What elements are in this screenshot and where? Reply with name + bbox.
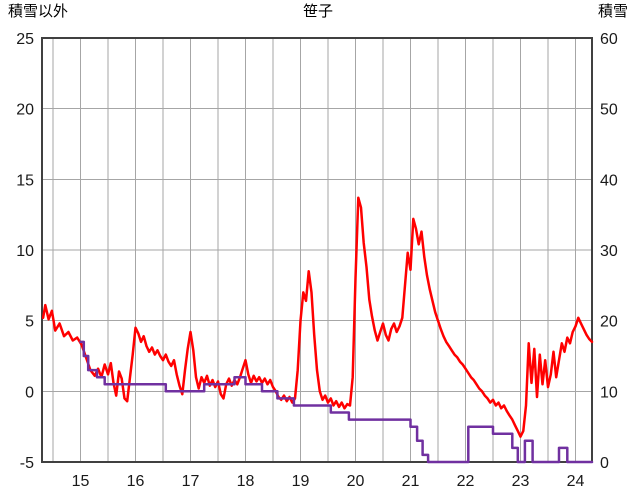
x-tick-label: 20 xyxy=(347,473,365,490)
x-tick-label: 24 xyxy=(567,473,585,490)
x-tick-label: 22 xyxy=(457,473,475,490)
x-tick-label: 17 xyxy=(182,473,200,490)
x-tick-label: 16 xyxy=(127,473,145,490)
right-tick-label: 30 xyxy=(600,243,618,260)
x-tick-label: 15 xyxy=(72,473,90,490)
plot-border xyxy=(41,37,593,463)
right-tick-label: 0 xyxy=(600,455,609,472)
right-tick-label: 50 xyxy=(600,102,618,119)
right-tick-label: 20 xyxy=(600,314,618,331)
left-tick-label: 5 xyxy=(25,314,34,331)
left-tick-label: 0 xyxy=(25,384,34,401)
x-tick-label: 23 xyxy=(512,473,530,490)
x-tick-label: 18 xyxy=(237,473,255,490)
x-tick-label: 19 xyxy=(292,473,310,490)
right-tick-label: 60 xyxy=(600,31,618,48)
left-tick-label: 15 xyxy=(16,172,34,189)
left-tick-label: 20 xyxy=(16,102,34,119)
left-tick-label: -5 xyxy=(20,455,34,472)
right-axis-label: 積雪 xyxy=(597,3,628,20)
non-snow-line xyxy=(41,196,594,438)
left-tick-label: 10 xyxy=(16,243,34,260)
snow-depth-line xyxy=(79,340,594,464)
left-tick-label: 25 xyxy=(16,31,34,48)
x-tick-label: 21 xyxy=(402,473,420,490)
right-tick-label: 40 xyxy=(600,172,618,189)
left-axis-label: 積雪以外 xyxy=(8,3,69,20)
right-tick-label: 10 xyxy=(600,384,618,401)
chart-title: 笹子 xyxy=(302,3,333,20)
